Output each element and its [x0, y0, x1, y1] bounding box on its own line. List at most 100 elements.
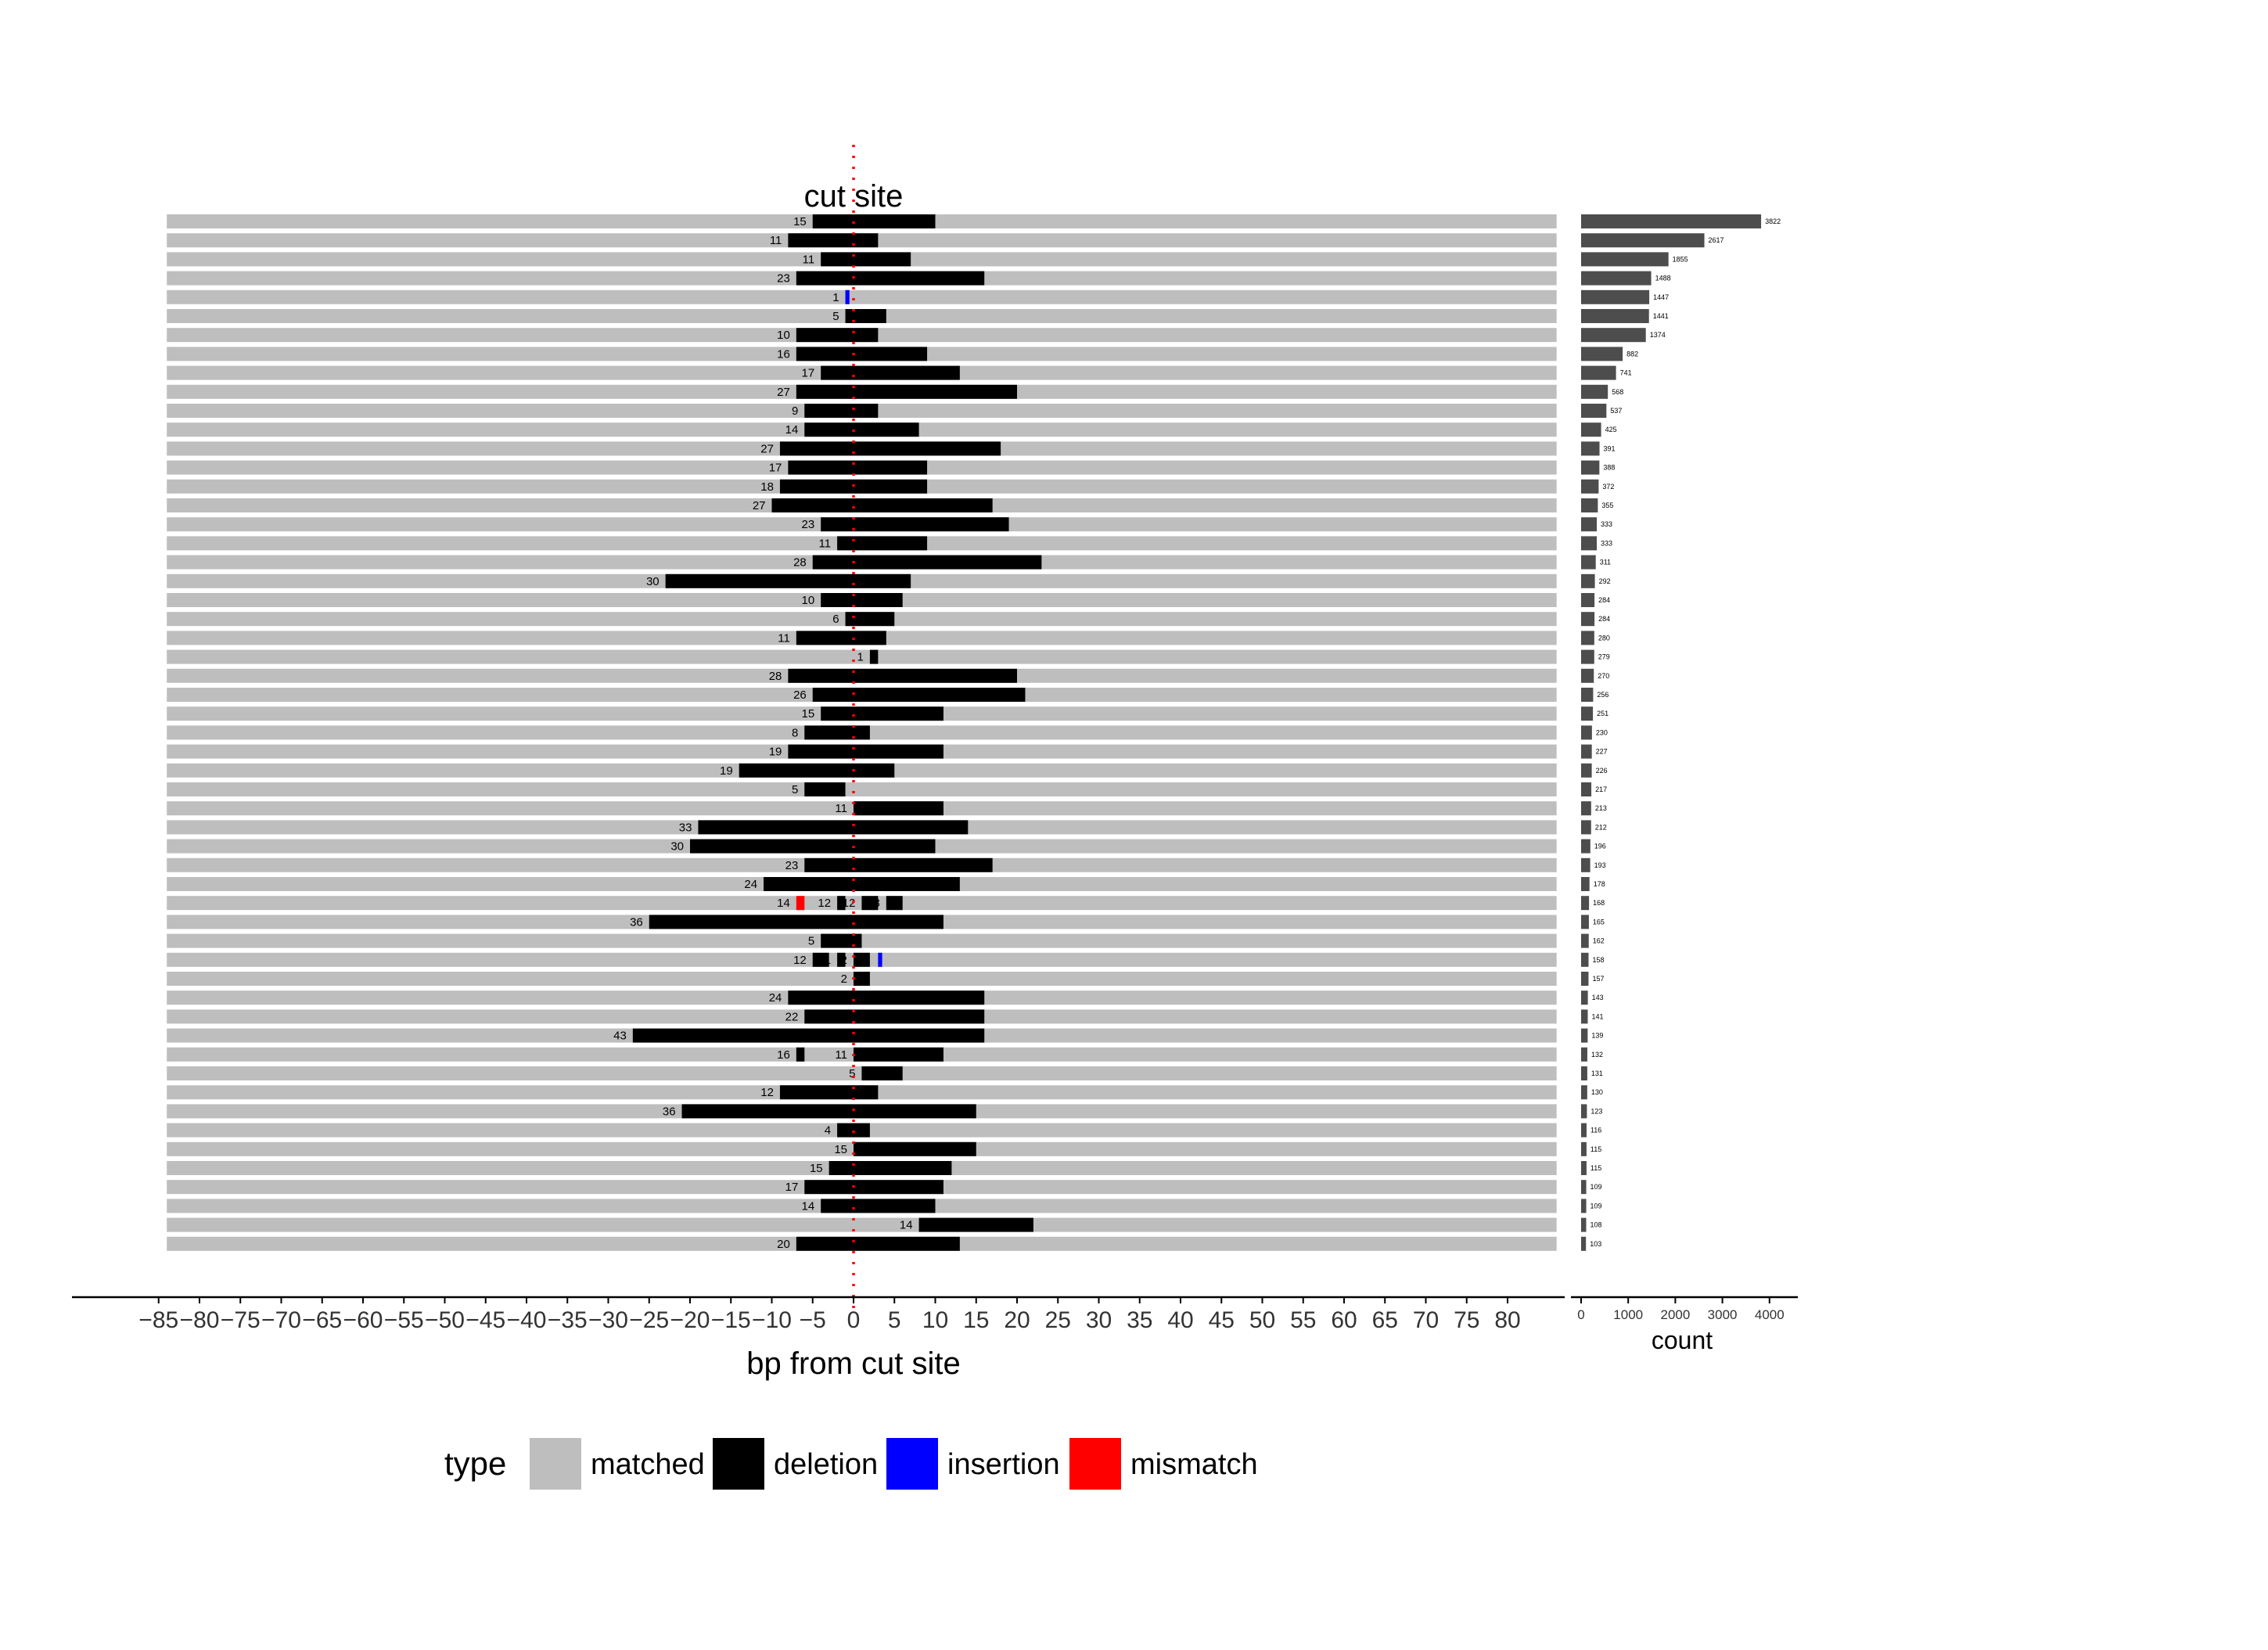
count-value-label: 131 — [1591, 1069, 1603, 1077]
segment-label: 5 — [792, 783, 798, 796]
segment-label: 28 — [793, 556, 807, 570]
segment-label: 12 — [760, 1086, 774, 1099]
segment-label: 11 — [819, 537, 832, 550]
segment-label: 1 — [857, 651, 864, 664]
count-tick-label: 2000 — [1660, 1307, 1690, 1322]
count-bar — [1581, 573, 1595, 588]
count-value-label: 196 — [1594, 843, 1606, 850]
count-bar — [1581, 365, 1616, 380]
count-value-label: 143 — [1592, 994, 1604, 1001]
count-value-label: 108 — [1590, 1221, 1602, 1229]
count-value-label: 279 — [1598, 653, 1610, 661]
segment-label: 11 — [803, 253, 815, 266]
count-bar — [1581, 593, 1595, 607]
matched-track — [167, 649, 1557, 664]
segment-label: 10 — [777, 329, 790, 342]
count-bar — [1581, 328, 1646, 343]
count-bar — [1581, 404, 1607, 418]
deletion-bar — [788, 990, 985, 1005]
deletion-bar — [665, 573, 911, 588]
count-value-label: 230 — [1596, 728, 1608, 736]
segment-label: 14 — [900, 1219, 913, 1232]
count-bar — [1581, 1009, 1588, 1024]
count-value-label: 1441 — [1653, 312, 1669, 320]
deletion-bar — [804, 857, 993, 872]
count-value-label: 391 — [1604, 444, 1616, 452]
count-value-label: 1855 — [1673, 255, 1688, 263]
segment-label: 2 — [841, 972, 847, 986]
x-tick-label: 80 — [1494, 1307, 1520, 1333]
count-bar — [1581, 820, 1591, 835]
segment-label: 1 — [832, 291, 839, 304]
count-value-label: 115 — [1590, 1164, 1601, 1172]
deletion-bar — [869, 649, 879, 664]
deletion-bar — [854, 952, 870, 967]
segment-label: 36 — [663, 1105, 676, 1118]
count-bar — [1581, 725, 1592, 740]
x-tick-label: 50 — [1249, 1307, 1275, 1333]
count-value-label: 311 — [1600, 559, 1611, 566]
count-bar — [1581, 839, 1590, 854]
segment-label: 26 — [793, 688, 807, 702]
matched-track — [167, 782, 1557, 796]
deletion-bar — [812, 555, 1042, 570]
deletion-bar — [854, 1141, 976, 1156]
count-bar — [1581, 801, 1591, 816]
deletion-bar — [837, 1123, 870, 1138]
count-value-label: 103 — [1590, 1240, 1601, 1248]
count-value-label: 284 — [1598, 615, 1610, 623]
segment-label: 11 — [835, 1048, 847, 1062]
segment-label: 20 — [777, 1238, 790, 1251]
segment-label: 6 — [832, 613, 839, 626]
deletion-bar — [812, 214, 936, 228]
x-tick-label: −45 — [465, 1307, 505, 1333]
deletion-bar — [796, 1047, 805, 1062]
x-tick-label: 60 — [1331, 1307, 1357, 1333]
count-tick-label: 0 — [1577, 1307, 1584, 1322]
deletion-bar — [821, 1199, 936, 1213]
segment-label: 5 — [832, 310, 839, 323]
deletion-bar — [796, 347, 928, 361]
segment-label: 16 — [777, 1048, 790, 1062]
x-tick-label: 45 — [1209, 1307, 1235, 1333]
deletion-bar — [681, 1104, 976, 1119]
x-tick-label: −35 — [548, 1307, 588, 1333]
count-bar — [1581, 649, 1594, 664]
count-value-label: 425 — [1605, 426, 1617, 433]
count-value-label: 109 — [1590, 1183, 1602, 1191]
deletion-bar — [821, 252, 911, 267]
x-tick-label: 25 — [1045, 1307, 1071, 1333]
count-bar — [1581, 952, 1589, 967]
count-value-label: 193 — [1594, 861, 1606, 869]
count-bar — [1581, 744, 1592, 759]
deletion-bar — [771, 498, 993, 512]
deletion-bar — [845, 612, 895, 627]
count-bar — [1581, 688, 1594, 702]
deletion-bar — [837, 896, 846, 911]
count-value-label: 141 — [1591, 1012, 1603, 1020]
x-tick-label: 65 — [1372, 1307, 1398, 1333]
segment-label: 24 — [744, 878, 757, 891]
count-bar — [1581, 631, 1594, 645]
x-tick-label: 40 — [1167, 1307, 1193, 1333]
x-tick-label: −55 — [384, 1307, 424, 1333]
count-bar — [1581, 763, 1592, 778]
count-bar — [1581, 706, 1594, 721]
x-tick-label: −5 — [800, 1307, 826, 1333]
count-bar — [1581, 1141, 1587, 1156]
x-tick-label: 15 — [963, 1307, 989, 1333]
segment-label: 30 — [670, 840, 684, 854]
x-tick-label: −50 — [425, 1307, 465, 1333]
segment-label: 43 — [613, 1030, 627, 1043]
legend: type matched deletion insertion mismatch — [444, 1438, 1258, 1490]
segment-label: 17 — [785, 1181, 799, 1194]
deletion-bar — [812, 688, 1026, 702]
mismatch-bar — [796, 896, 805, 911]
deletion-bar — [854, 972, 870, 986]
x-tick-label: 70 — [1413, 1307, 1439, 1333]
count-value-label: 157 — [1592, 975, 1604, 983]
x-tick-label: 0 — [847, 1307, 861, 1333]
alignment-panel: 1511112315101617279142717182723112830106… — [72, 145, 1565, 1381]
count-bar — [1581, 460, 1600, 475]
deletion-bar — [821, 706, 944, 721]
